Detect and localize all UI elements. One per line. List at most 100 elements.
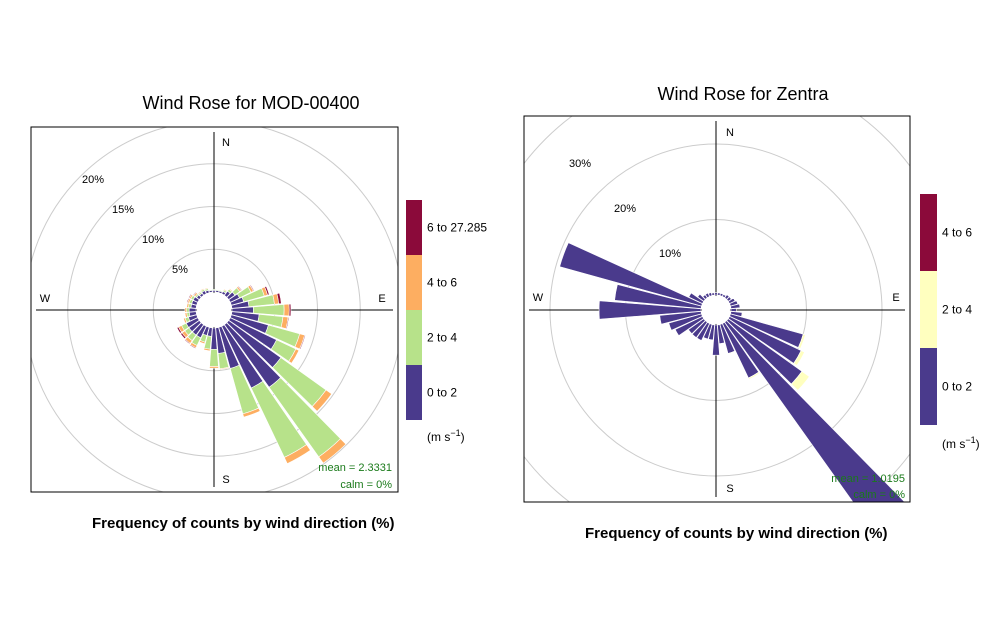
chart-caption: Frequency of counts by wind direction (%…	[92, 515, 395, 532]
wind-wedge	[252, 304, 285, 316]
wind-wedge	[223, 288, 228, 293]
wind-wedge	[793, 350, 805, 366]
compass-e-label: E	[892, 292, 899, 304]
wind-wedge	[730, 303, 741, 309]
wind-wedge	[711, 292, 715, 296]
wind-wedge	[199, 339, 206, 345]
calm-label: calm = 0%	[853, 489, 905, 501]
wind-wedge	[283, 444, 311, 465]
wind-wedge	[186, 307, 190, 313]
legend-label: 2 to 4	[427, 331, 457, 345]
wind-wedge	[219, 366, 230, 370]
chart-title: Wind Rose for Zentra	[657, 84, 829, 104]
wind-wedge	[614, 284, 702, 309]
wind-wedge	[598, 300, 702, 320]
legend-label: 2 to 4	[942, 303, 972, 317]
wind-wedge	[249, 284, 255, 292]
wind-wedge	[186, 302, 190, 308]
wind-wedge	[176, 326, 182, 334]
wind-wedge	[703, 323, 713, 340]
wind-wedge	[183, 317, 188, 324]
wind-wedge	[299, 334, 306, 350]
wind-wedge	[188, 293, 192, 299]
wind-wedge	[264, 285, 270, 296]
wind-wedge	[184, 338, 191, 345]
wind-wedge	[659, 311, 702, 325]
wind-wedge	[180, 332, 187, 340]
wind-wedge	[311, 389, 333, 412]
ring-label: 15%	[112, 204, 134, 216]
wind-wedge	[204, 287, 209, 291]
wind-wedge	[696, 321, 710, 341]
wind-wedge	[729, 300, 739, 307]
compass-n-label: N	[726, 127, 734, 139]
wind-wedge	[717, 292, 721, 296]
compass-e-label: E	[378, 293, 385, 305]
wind-wedge	[724, 294, 730, 300]
wind-wedge	[730, 308, 737, 312]
wind-wedge	[215, 289, 220, 292]
chart-caption: Frequency of counts by wind direction (%…	[585, 525, 888, 542]
wind-wedge	[697, 293, 706, 302]
calm-label: calm = 0%	[340, 479, 392, 491]
plot-area: 10% 20% 30%	[524, 116, 910, 502]
ring-label: 30%	[569, 158, 591, 170]
wind-wedge	[276, 292, 282, 305]
wind-wedge	[212, 289, 216, 291]
wind-wedge	[209, 348, 219, 367]
wind-wedge	[708, 324, 715, 341]
compass-s-label: S	[222, 474, 229, 486]
compass-w-label: W	[40, 293, 51, 305]
chart-title: Wind Rose for MOD-00400	[142, 93, 360, 113]
wind-wedge	[741, 312, 744, 318]
wind-wedge	[192, 291, 197, 296]
legend-swatch	[406, 255, 422, 310]
wind-wedge	[184, 307, 188, 313]
legend-swatch	[406, 310, 422, 365]
wind-wedge	[688, 292, 705, 304]
wind-wedge	[674, 316, 705, 337]
compass-s-label: S	[726, 483, 733, 495]
wind-wedge	[790, 370, 810, 391]
wind-wedge	[719, 292, 724, 297]
wind-wedge	[228, 287, 234, 293]
wind-wedge	[203, 347, 211, 352]
legend-swatch	[920, 348, 937, 425]
wind-wedge	[726, 296, 732, 302]
wind-wedge	[208, 289, 213, 292]
wind-wedge	[704, 292, 710, 299]
wind-wedge	[797, 333, 806, 349]
wind-wedge	[288, 303, 292, 317]
ring-label: 5%	[172, 264, 188, 276]
legend-unit: (m s−1)	[942, 435, 980, 451]
wind-wedge	[209, 365, 219, 369]
wind-wedge	[184, 312, 188, 318]
compass-w-label: W	[533, 292, 544, 304]
ring-label: 10%	[142, 234, 164, 246]
legend-label: 0 to 2	[942, 380, 972, 394]
wind-wedge	[668, 313, 703, 331]
wind-wedge	[559, 242, 703, 307]
wind-wedge	[727, 297, 736, 304]
wind-wedge	[708, 292, 713, 297]
wind-wedge	[717, 324, 725, 345]
legend-swatch	[406, 365, 422, 420]
ring-label: 20%	[614, 203, 636, 215]
compass-n-label: N	[222, 137, 230, 149]
legend-swatch	[920, 194, 937, 271]
wind-wedge	[242, 407, 261, 418]
wind-wedge	[702, 294, 708, 300]
wind-wedge	[714, 292, 718, 296]
wind-wedge	[189, 344, 197, 350]
ring-label: 20%	[82, 174, 104, 186]
legend-label: 4 to 6	[942, 226, 972, 240]
wind-wedge	[722, 294, 727, 299]
center-hole	[702, 296, 730, 324]
wind-wedge	[318, 438, 347, 464]
wind-wedge	[218, 289, 223, 293]
mean-label: mean = 2.3331	[318, 462, 392, 474]
legend-swatch	[920, 271, 937, 348]
legend-label: 0 to 2	[427, 386, 457, 400]
legend-unit: (m s−1)	[427, 428, 465, 444]
